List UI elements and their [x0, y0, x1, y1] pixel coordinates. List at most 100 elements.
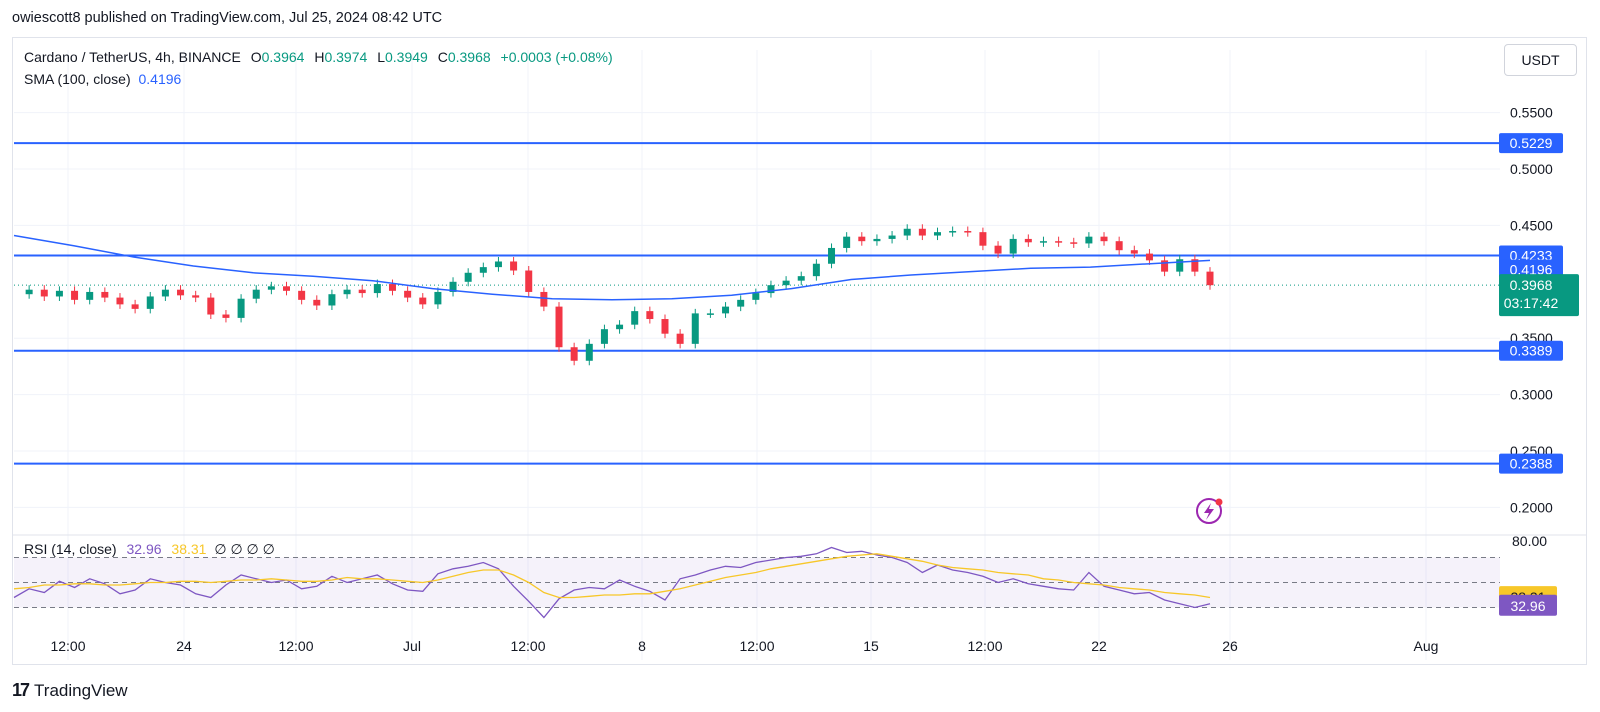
- open-value: 0.3964: [261, 49, 305, 65]
- level-price-tag: 0.3389: [1510, 343, 1553, 359]
- rsi-ma-line: [13, 553, 1211, 599]
- x-tick-label: Jul: [403, 638, 421, 654]
- tradingview-logo-text: TradingView: [34, 680, 128, 700]
- candle: [661, 319, 669, 334]
- candle: [843, 236, 851, 248]
- level-price-tag-bg: [1499, 453, 1563, 474]
- candle: [691, 313, 699, 344]
- x-tick-label: 12:00: [278, 638, 313, 654]
- candle: [964, 231, 972, 233]
- candle: [479, 267, 487, 273]
- sma-label: SMA (100, close): [24, 71, 131, 87]
- candle: [1070, 242, 1078, 244]
- candle: [994, 245, 1002, 254]
- low-label: L: [377, 49, 385, 65]
- candle: [207, 297, 215, 315]
- candle: [313, 299, 321, 306]
- tradingview-logo-icon: 17: [12, 680, 30, 700]
- lightning-icon[interactable]: [1196, 498, 1223, 524]
- candle: [722, 306, 730, 314]
- candle: [782, 280, 790, 286]
- tradingview-logo[interactable]: 17 TradingView: [12, 680, 128, 701]
- y-tick-label: 0.5000: [1510, 161, 1553, 177]
- candle: [1145, 253, 1153, 261]
- level-price-tag-bg: [1499, 133, 1563, 154]
- x-tick-label: 12:00: [739, 638, 774, 654]
- candle: [101, 291, 109, 298]
- countdown-label: 03:17:42: [1504, 295, 1559, 311]
- candle: [449, 281, 457, 292]
- sma-price-tag: 0.4196: [1510, 262, 1553, 278]
- candle: [570, 347, 578, 361]
- candle: [116, 297, 124, 305]
- candle: [1206, 271, 1214, 286]
- high-value: 0.3974: [324, 49, 368, 65]
- symbol-title[interactable]: Cardano / TetherUS, 4h, BINANCE: [24, 49, 241, 65]
- candle: [298, 290, 306, 300]
- x-tick-label: 26: [1222, 638, 1238, 654]
- x-tick-label: 12:00: [967, 638, 1002, 654]
- rsi-legend[interactable]: RSI (14, close) 32.96 38.31 ∅ ∅ ∅ ∅: [24, 541, 275, 558]
- candle: [358, 289, 366, 294]
- chart-frame: [12, 37, 1587, 665]
- candle: [949, 231, 957, 233]
- x-tick-label: 24: [176, 638, 192, 654]
- candle: [146, 296, 154, 309]
- currency-button[interactable]: USDT: [1504, 44, 1577, 76]
- candle: [631, 311, 639, 325]
- candle: [131, 304, 139, 309]
- sma-line: [13, 234, 1211, 301]
- candle: [706, 313, 714, 315]
- rsi-line: [13, 546, 1211, 619]
- level-price-tag-bg: [1499, 340, 1563, 361]
- candle: [161, 289, 169, 297]
- candle: [510, 261, 518, 271]
- candle: [555, 306, 563, 348]
- candle: [828, 247, 836, 264]
- candle: [737, 299, 745, 307]
- candle: [979, 232, 987, 246]
- candle: [1009, 238, 1017, 254]
- candle: [252, 289, 260, 299]
- candle: [71, 290, 79, 300]
- y-tick-label: 0.3000: [1510, 387, 1553, 403]
- close-value: 0.3968: [447, 49, 491, 65]
- publish-header: owiescott8 published on TradingView.com,…: [12, 10, 443, 26]
- candle: [933, 232, 941, 236]
- candle: [858, 236, 866, 242]
- rsi-y-tick-label: 80.00: [1512, 533, 1547, 549]
- candle: [585, 343, 593, 361]
- x-tick-label: 22: [1091, 638, 1107, 654]
- candle: [903, 228, 911, 236]
- candle: [192, 295, 200, 298]
- candle: [434, 291, 442, 305]
- candle: [40, 289, 48, 297]
- candle: [676, 333, 684, 344]
- x-tick-label: 15: [863, 638, 879, 654]
- candle: [25, 289, 33, 295]
- candle: [373, 284, 381, 294]
- candle: [600, 329, 608, 344]
- ohlc-legend: Cardano / TetherUS, 4h, BINANCE O0.3964 …: [24, 49, 613, 65]
- y-tick-label: 0.2000: [1510, 499, 1553, 515]
- sma-legend[interactable]: SMA (100, close) 0.4196: [24, 71, 181, 87]
- candle: [888, 235, 896, 239]
- rsi-value: 32.96: [126, 541, 162, 557]
- candle: [1161, 260, 1169, 272]
- candle: [1100, 236, 1108, 242]
- candle: [646, 311, 654, 320]
- candle: [86, 291, 94, 300]
- candle: [540, 291, 548, 307]
- candle: [1191, 259, 1199, 272]
- rsi-label: RSI (14, close): [24, 541, 117, 557]
- candle: [494, 261, 502, 268]
- candle: [419, 297, 427, 305]
- y-tick-label: 0.4500: [1510, 217, 1553, 233]
- candle: [177, 289, 185, 296]
- open-label: O: [250, 49, 262, 65]
- candle: [388, 284, 396, 291]
- candle: [267, 286, 275, 290]
- candle: [1115, 241, 1123, 251]
- candle: [1085, 236, 1093, 244]
